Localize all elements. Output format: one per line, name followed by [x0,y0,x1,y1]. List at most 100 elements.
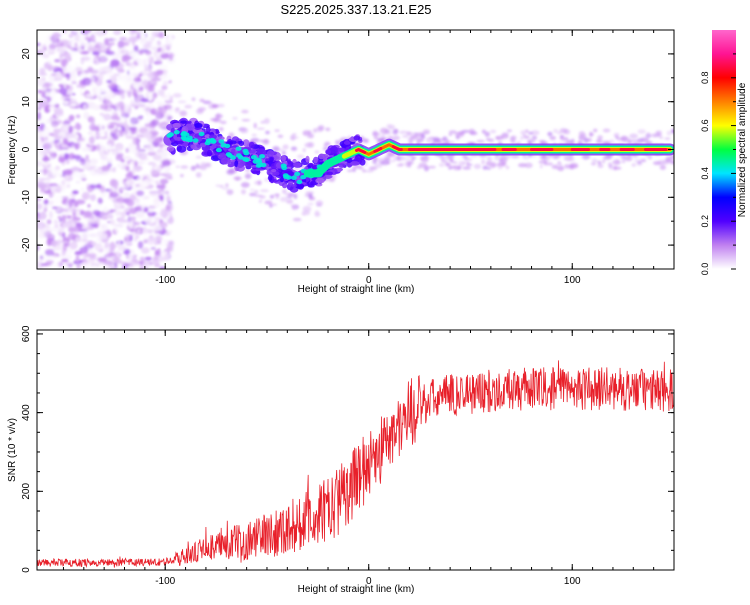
noise-speck [167,34,173,43]
noise-speck [664,137,671,140]
noise-speck [603,155,612,160]
noise-speck [51,228,59,235]
noise-speck [40,191,45,200]
noise-speck [118,212,122,215]
noise-speck [148,213,152,218]
noise-speck [167,92,171,98]
signal-ridge [163,117,674,193]
noise-speck [444,155,452,160]
noise-speck [160,150,169,158]
noise-speck [37,106,42,111]
noise-speck [157,89,165,97]
noise-speck [37,203,43,211]
noise-speck [646,132,651,137]
noise-speck [240,128,245,134]
noise-speck [44,39,52,44]
ridge-blob [338,163,346,168]
noise-speck [241,109,249,114]
noise-speck [191,97,196,101]
noise-speck [469,163,473,166]
noise-speck [127,199,135,207]
noise-speck [163,71,167,76]
noise-speck [368,166,378,171]
ridge-blob [248,141,255,149]
noise-speck [557,160,561,165]
noise-speck [302,148,306,153]
noise-speck [462,155,467,158]
noise-speck [62,258,69,263]
noise-speck [583,155,587,161]
noise-speck [161,131,167,138]
noise-speck [257,180,261,186]
noise-speck [285,196,293,199]
noise-speck [54,59,61,63]
noise-speck [55,185,62,194]
noise-speck [589,133,594,136]
noise-speck [141,76,147,81]
noise-speck [156,69,164,76]
noise-speck [49,150,60,153]
noise-speck [161,85,168,91]
noise-speck [144,256,152,261]
noise-speck [104,241,110,250]
ridge-blob [208,134,217,140]
noise-speck [410,138,418,141]
noise-speck [647,154,653,160]
noise-speck [659,165,667,170]
noise-speck [100,193,106,198]
noise-speck [89,46,93,52]
noise-speck [143,239,149,244]
noise-speck [40,263,48,267]
ridge-cyan-dot [252,159,259,164]
noise-speck [156,57,162,65]
noise-speck [44,143,49,150]
noise-speck [92,104,101,111]
noise-speck [244,173,252,179]
ridge-blob [244,161,252,169]
ridge-blob [272,171,280,176]
ridge-cyan-dot [173,130,180,135]
noise-speck [74,142,79,150]
noise-speck [164,100,173,104]
noise-speck [125,50,129,56]
noise-speck [499,154,507,160]
noise-speck [251,133,257,137]
noise-speck [210,118,219,122]
noise-speck [53,128,62,133]
noise-speck [153,256,159,261]
noise-speck [432,137,440,142]
noise-speck [75,251,81,254]
noise-speck [277,134,284,138]
noise-speck [543,159,548,166]
noise-speck [70,98,77,103]
noise-speck [113,30,122,36]
noise-speck [37,258,45,262]
noise-speck [94,125,100,133]
noise-speck [72,126,80,129]
noise-speck [488,138,495,143]
noise-speck [162,253,171,259]
ridge-blob [268,174,273,181]
noise-speck [593,128,598,133]
noise-speck [167,210,172,213]
noise-speck [73,265,78,269]
noise-speck [481,158,485,165]
noise-speck [218,127,224,132]
colorbar-tick-label: 0.6 [700,119,710,132]
noise-speck [160,48,165,55]
noise-speck [50,193,55,198]
noise-speck [37,160,44,167]
noise-speck [381,134,385,139]
noise-speck [164,166,169,175]
noise-speck [59,83,64,88]
noise-speck [559,128,568,134]
noise-speck [81,30,92,34]
noise-speck [80,158,86,166]
noise-speck [37,90,42,94]
ridge-cyan-dot [259,154,266,159]
spectrogram-y-label: Frequency (Hz) [7,116,18,185]
noise-speck [666,130,672,136]
noise-speck [68,198,74,207]
noise-speck [442,136,448,141]
